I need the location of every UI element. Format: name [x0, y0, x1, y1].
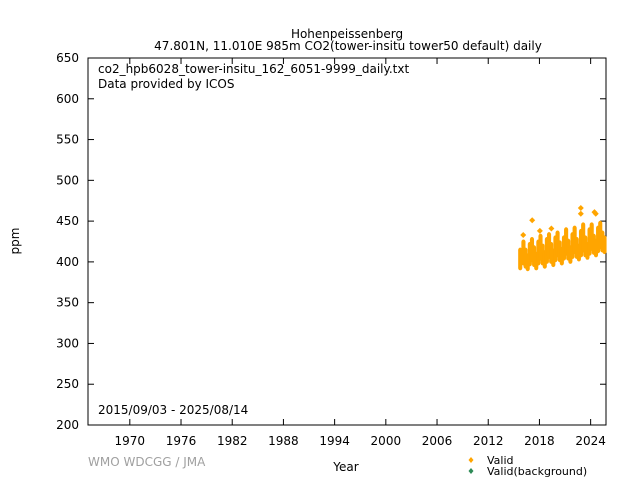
x-tick-label: 1976	[166, 434, 197, 448]
x-tick-label: 2012	[473, 434, 504, 448]
data-point	[577, 210, 584, 217]
x-tick-label: 1988	[268, 434, 299, 448]
data-point	[520, 231, 527, 238]
provider-annotation: Data provided by ICOS	[98, 77, 234, 91]
x-tick-label: 1970	[115, 434, 146, 448]
legend: Valid Valid(background)	[468, 454, 587, 478]
y-tick-label: 200	[56, 418, 79, 432]
credit-text: WMO WDCGG / JMA	[88, 455, 206, 469]
y-axis-label: ppm	[8, 228, 22, 255]
y-tick-label: 400	[56, 255, 79, 269]
x-tick-label: 2000	[371, 434, 402, 448]
chart-subtitle: 47.801N, 11.010E 985m CO2(tower-insitu t…	[154, 39, 542, 53]
data-band	[518, 247, 523, 271]
data-point	[536, 227, 543, 234]
data-point	[548, 225, 555, 232]
y-tick-label: 600	[56, 92, 79, 106]
y-tick-label: 350	[56, 296, 79, 310]
y-tick-label: 450	[56, 214, 79, 228]
data-point	[529, 217, 536, 224]
data-point	[577, 205, 584, 212]
x-tick-label: 2018	[524, 434, 555, 448]
legend-label-background: Valid(background)	[487, 465, 587, 478]
period-annotation: 2015/09/03 - 2025/08/14	[98, 403, 248, 417]
x-tick-label: 2006	[422, 434, 453, 448]
y-tick-label: 300	[56, 336, 79, 350]
filename-annotation: co2_hpb6028_tower-insitu_162_6051-9999_d…	[98, 62, 409, 76]
chart-title: Hohenpeissenberg	[291, 27, 403, 41]
y-tick-label: 250	[56, 377, 79, 391]
x-tick-label: 1982	[217, 434, 248, 448]
x-tick-label: 2024	[575, 434, 606, 448]
x-axis-label: Year	[332, 460, 358, 474]
legend-label-valid: Valid	[487, 454, 514, 467]
legend-marker-background	[468, 468, 474, 474]
data-points	[518, 205, 607, 272]
data-band	[602, 235, 607, 255]
legend-marker-valid	[468, 457, 474, 463]
y-tick-label: 500	[56, 173, 79, 187]
y-tick-label: 650	[56, 51, 79, 65]
y-tick-label: 550	[56, 133, 79, 147]
x-tick-label: 1994	[319, 434, 350, 448]
plot-frame	[87, 57, 607, 426]
data-point	[592, 210, 599, 217]
